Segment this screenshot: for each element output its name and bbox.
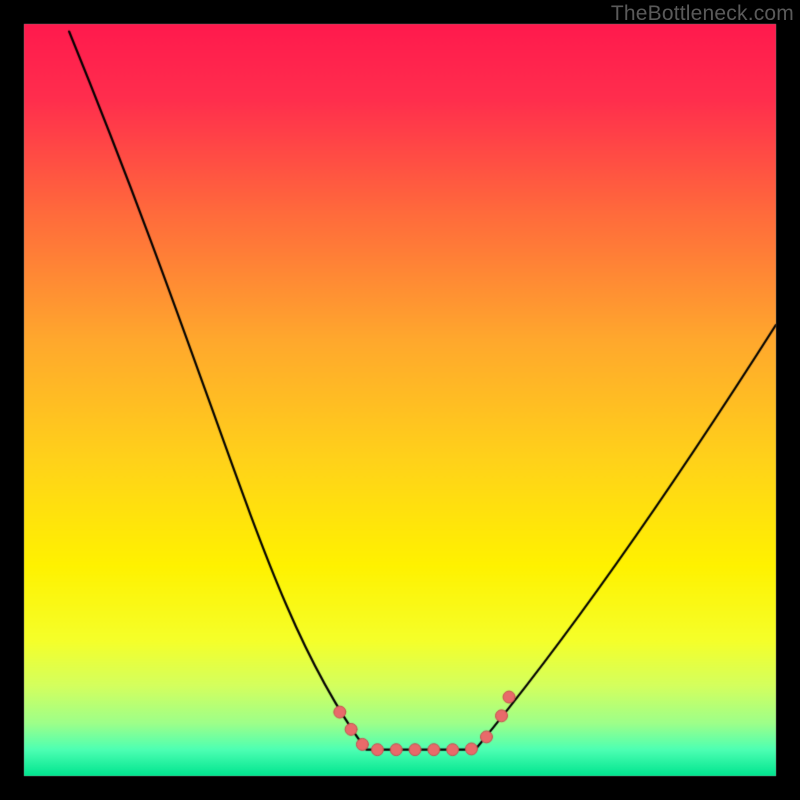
black-border: [0, 0, 800, 800]
chart-container: TheBottleneck.com: [0, 0, 800, 800]
